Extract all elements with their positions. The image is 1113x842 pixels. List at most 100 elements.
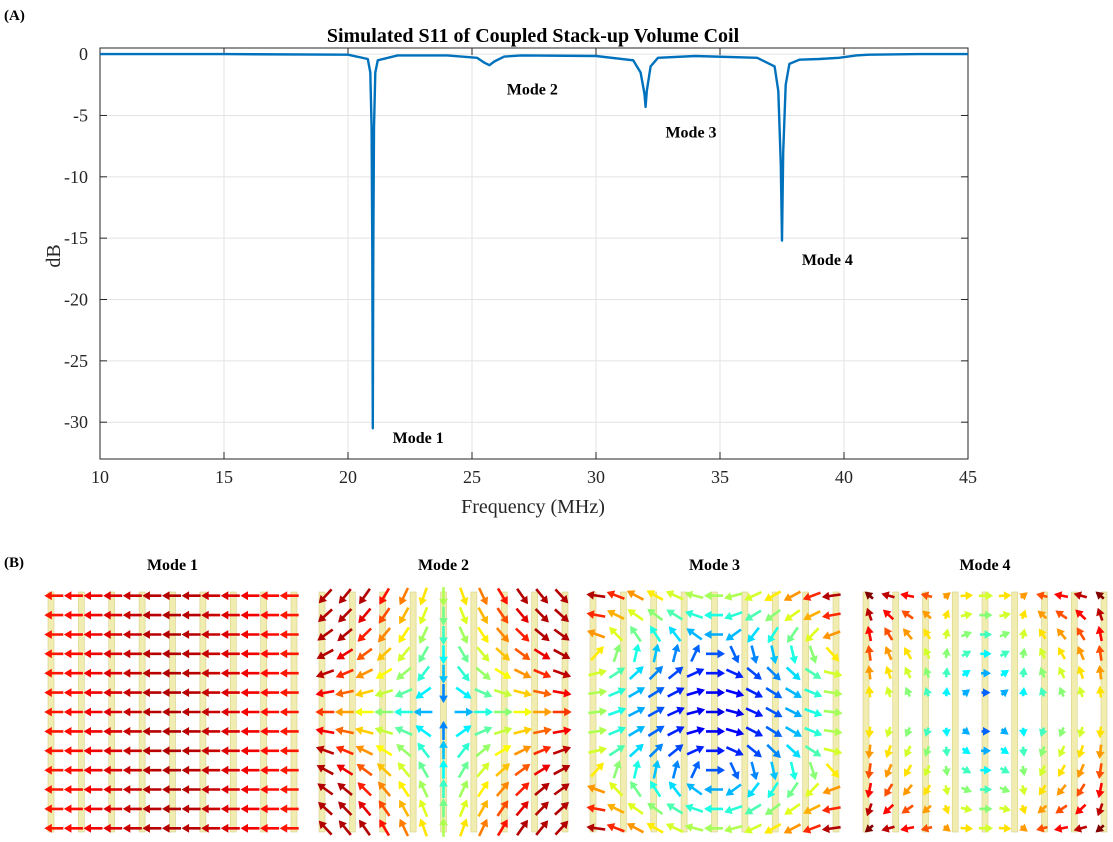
field-arrow-head [783,825,793,834]
field-arrow-head [397,653,406,662]
field-arrow-head [439,779,448,787]
field-arrow-head [260,746,268,756]
field-arrow-head [521,652,531,661]
field-arrow-head [704,804,712,814]
field-arrow-head [1002,610,1011,620]
field-arrow-head [260,765,268,775]
field-arrow-head [260,591,268,601]
field-arrow-head [1038,666,1048,676]
field-arrow-head [731,654,740,664]
field-arrow-head [767,789,776,799]
field-arrow-head [103,823,111,833]
field-arrow-head [942,787,951,796]
field-arrow-head [181,765,190,775]
field-arrow-head [481,762,490,771]
field-arrow-head [142,804,150,814]
field-arrow-head [560,613,569,623]
field-arrow-head [985,823,994,833]
field-arrow-head [279,649,288,659]
field-arrow-head [356,652,366,661]
field-arrow-head [1003,591,1012,601]
field-arrow-head [439,618,448,626]
field-arrow-head [803,806,812,815]
field-arrow-head [962,746,971,755]
field-arrow-head [696,687,705,696]
field-arrow-head [704,823,712,833]
field-arrow-head [480,596,488,606]
field-arrow-head [1057,647,1066,656]
coil-rung [1041,591,1048,833]
field-arrow-head [318,613,327,623]
field-arrow-head [279,746,288,756]
field-arrow-head [865,625,874,635]
field-arrow-head [142,746,150,756]
field-arrow-head [354,689,364,698]
field-arrow-head [502,745,512,753]
field-arrow-head [1075,609,1084,618]
field-arrow-head [103,610,111,620]
field-arrow-head [655,725,665,734]
field-arrow-head [942,748,951,757]
field-arrow-head [523,689,533,698]
field-arrow-head [220,746,229,756]
field-map-4: Mode 4 [862,557,1108,833]
field-arrow-head [162,804,170,814]
field-arrow-head [544,707,553,717]
field-map-title: Mode 4 [959,557,1010,574]
field-arrow-head [674,666,684,675]
field-arrow-head [358,800,367,810]
field-arrow-head [1037,610,1046,619]
field-arrow-head [376,652,386,661]
field-arrow-head [865,665,874,673]
field-arrow-head [809,655,818,664]
field-arrow-head [279,765,288,775]
field-arrow-head [984,649,992,659]
field-arrow-head [942,768,951,777]
field-arrow-head [542,670,552,679]
field-arrow-head [747,634,756,643]
field-arrow-head [1018,787,1028,796]
field-arrow-head [942,628,951,637]
field-arrow-head [315,726,324,736]
field-arrow-head [463,725,472,734]
field-arrow-head [142,823,150,833]
field-arrow-head [865,807,874,817]
field-maps: Mode 1 Mode 2 Mode 3 Mode 4 [44,557,1108,837]
field-arrow-head [922,610,931,619]
field-arrow-head [1018,805,1028,815]
field-arrow-head [923,628,932,638]
field-map-1: Mode 1 [44,557,299,833]
field-arrow-head [813,689,823,698]
field-arrow-head [630,780,638,790]
field-arrow-head [735,748,744,756]
field-arrow-head [338,820,347,829]
field-arrow-head [317,632,326,641]
mode-annotation: Mode 1 [393,430,444,447]
field-arrow-head [904,666,913,676]
y-tick-label: -20 [64,290,88,310]
field-arrow-head [1001,650,1010,659]
field-arrow-head [1000,669,1010,678]
field-arrow-head [83,591,91,601]
field-arrow-head [865,770,874,779]
field-arrow-head [609,782,618,791]
field-arrow-head [744,825,753,834]
field-arrow-head [607,609,616,618]
coil-rung [680,591,688,833]
field-arrow-head [922,805,931,814]
field-arrow-head [540,820,549,829]
field-arrow-head [83,823,91,833]
field-arrow-head [1058,728,1067,738]
field-arrow-head [627,609,637,617]
field-arrow-head [884,627,893,636]
field-arrow-head [787,634,795,644]
field-arrow-head [260,610,268,620]
field-arrow-head [564,707,572,717]
field-arrow-head [635,743,644,752]
mode-annotation: Mode 2 [507,81,558,98]
field-arrow-head [1096,730,1105,739]
field-arrow-head [965,823,974,833]
field-arrow-head [822,786,831,795]
field-arrow-head [142,765,150,775]
field-arrow-head [821,805,830,814]
